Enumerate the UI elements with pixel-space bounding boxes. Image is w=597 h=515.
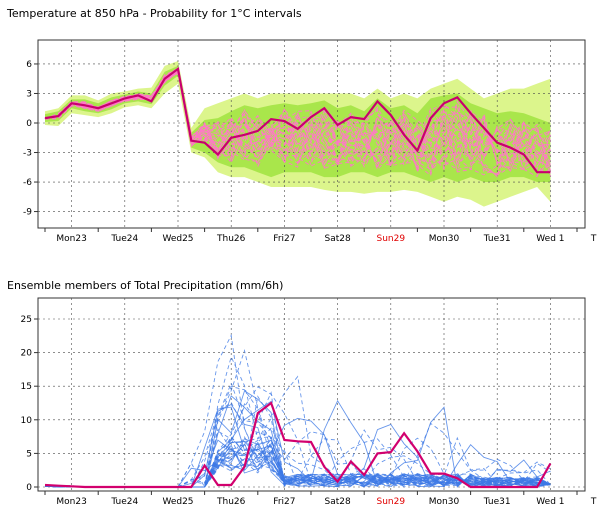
precip-y-tick-label: 20: [21, 349, 33, 359]
precip-x-tick-label: Wed 1: [536, 497, 564, 507]
temp-member-line: [44, 68, 551, 176]
temp-member-line: [44, 71, 551, 177]
precip-x-tick-label: Mon23: [56, 497, 86, 507]
precip-x-tick-label: Fri27: [273, 497, 295, 507]
temp-axes: -9 -6 -3 0 3 6 Mon23 Tue24 Wed25 Thu26 Fri27 Sat28 S…: [23, 60, 597, 244]
precip-y-tick-label: 15: [21, 382, 32, 392]
temp-x-tick-label: Mon23: [56, 234, 86, 244]
temp-x-tick-label: Thu26: [216, 234, 246, 244]
temp-member-line: [44, 70, 551, 178]
temp-main-run-line: [44, 66, 551, 174]
precip-y-tick-label: 5: [26, 449, 32, 459]
precip-x-tick-label: Wed25: [162, 497, 193, 507]
precipitation-chart-title: Ensemble members of Total Precipitation …: [7, 279, 284, 292]
temp-y-tick-label: 3: [26, 89, 32, 99]
precip-y-tick-label: 10: [21, 416, 33, 426]
temp-y-tick-label: 6: [26, 60, 32, 70]
temp-y-tick-label: 0: [26, 119, 32, 129]
precip-x-tick-label: Sun29: [377, 497, 406, 507]
temp-x-tick-label: Tue24: [110, 234, 138, 244]
precip-x-tick-label: Thu26: [216, 497, 246, 507]
temp-x-tick-label: Mon30: [429, 234, 460, 244]
precip-x-tick-label: Thu 2: [590, 497, 597, 507]
precip-y-tick-label: 0: [26, 483, 32, 493]
precip-y-tick-label: 25: [21, 315, 32, 325]
temperature-chart-title: Temperature at 850 hPa - Probability for…: [7, 7, 302, 20]
precip-x-tick-label: Tue24: [110, 497, 138, 507]
precip-frame: [37, 297, 586, 492]
temp-x-tick-label: Fri27: [273, 234, 295, 244]
temp-member-line: [44, 69, 551, 167]
temp-x-tick-label: Wed 1: [536, 234, 564, 244]
precip-axes: 0 5 10 15 20 25 Mon23 Tue24 Wed25 Thu26 Fri27 Sat28…: [21, 315, 597, 507]
temp-member-line: [44, 67, 551, 172]
temp-x-tick-label: Sat28: [324, 234, 350, 244]
precip-x-tick-label: Mon30: [429, 497, 460, 507]
temp-y-tick-label: -3: [23, 149, 32, 159]
precip-x-tick-label: Tue31: [483, 497, 511, 507]
temp-member-line: [44, 69, 551, 178]
temp-y-tick-label: -6: [23, 178, 32, 188]
precip-x-tick-label: Sat28: [324, 497, 350, 507]
temp-member-line: [44, 68, 551, 175]
temp-x-tick-label: Wed25: [162, 234, 193, 244]
precip-main-run-line: [44, 401, 552, 489]
precip-plot-area: [37, 297, 586, 492]
temp-x-tick-label: Sun29: [377, 234, 406, 244]
temp-y-tick-label: -9: [23, 208, 32, 218]
temp-x-tick-label: Tue31: [483, 234, 511, 244]
temp-x-tick-label: Thu 2: [590, 234, 597, 244]
